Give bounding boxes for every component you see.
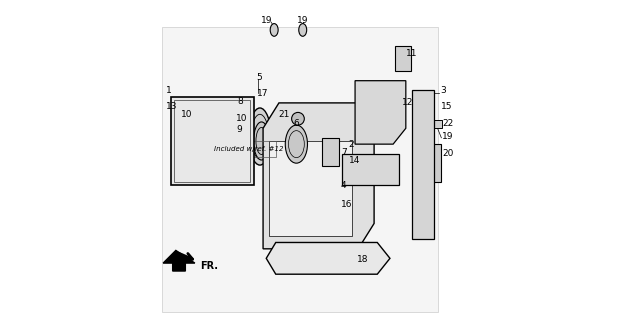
Bar <box>174 100 250 182</box>
Text: 8: 8 <box>237 97 243 106</box>
Text: 6: 6 <box>294 119 299 128</box>
Text: 18: 18 <box>357 255 368 264</box>
Polygon shape <box>263 103 374 249</box>
Text: 12: 12 <box>402 99 413 108</box>
Ellipse shape <box>285 125 307 163</box>
Text: 16: 16 <box>341 200 353 209</box>
Bar <box>342 154 399 185</box>
Text: 2: 2 <box>349 140 354 148</box>
Polygon shape <box>266 243 390 274</box>
Text: 15: 15 <box>441 101 452 111</box>
Text: 4: 4 <box>341 181 346 190</box>
Bar <box>171 97 254 185</box>
Text: 13: 13 <box>166 101 178 111</box>
Text: 17: 17 <box>257 89 268 98</box>
Text: 10: 10 <box>236 114 247 123</box>
Polygon shape <box>355 81 406 144</box>
Text: 7: 7 <box>341 148 347 156</box>
Bar <box>269 141 352 236</box>
Text: 19: 19 <box>297 16 309 25</box>
Bar <box>322 138 339 166</box>
Text: 3: 3 <box>441 86 446 95</box>
Text: 5: 5 <box>257 73 262 82</box>
Ellipse shape <box>270 24 278 36</box>
Ellipse shape <box>299 24 307 36</box>
Polygon shape <box>412 90 434 239</box>
Text: FR.: FR. <box>200 261 217 271</box>
Bar <box>346 257 354 265</box>
Ellipse shape <box>249 108 271 165</box>
Bar <box>434 120 443 128</box>
Text: 21: 21 <box>279 109 290 118</box>
Text: 1: 1 <box>166 86 172 95</box>
Bar <box>395 46 411 71</box>
Text: Included w/ref. #12: Included w/ref. #12 <box>214 146 283 152</box>
Text: 14: 14 <box>349 156 360 164</box>
Text: 19: 19 <box>261 16 272 25</box>
Ellipse shape <box>254 122 269 160</box>
Bar <box>190 111 200 117</box>
Polygon shape <box>162 27 437 312</box>
Bar <box>222 141 276 157</box>
Ellipse shape <box>292 112 304 125</box>
Text: 11: 11 <box>406 49 417 58</box>
Text: 10: 10 <box>181 109 192 118</box>
Bar <box>226 105 239 114</box>
Text: 22: 22 <box>443 119 453 128</box>
Text: 9: 9 <box>236 125 242 134</box>
Text: 19: 19 <box>443 132 454 141</box>
Text: 20: 20 <box>443 149 454 158</box>
Polygon shape <box>163 251 195 271</box>
Bar <box>418 144 441 182</box>
